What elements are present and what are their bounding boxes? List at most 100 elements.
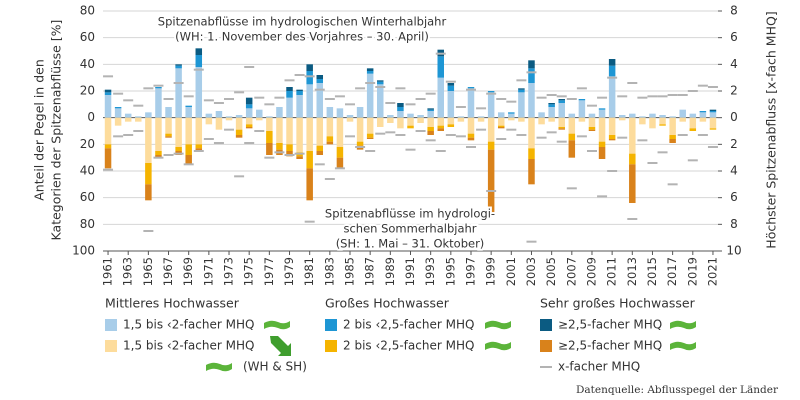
x-tick-label: 1989 — [383, 257, 397, 286]
bar — [598, 141, 606, 147]
bar — [437, 77, 444, 118]
bar — [155, 155, 162, 158]
bar — [518, 117, 525, 122]
bar — [377, 84, 384, 118]
y-tick-label: 20 — [80, 84, 95, 98]
bar — [427, 111, 434, 118]
bar — [296, 91, 303, 95]
bar — [689, 117, 697, 129]
bar — [366, 68, 374, 71]
y2-tick-label: 2 — [730, 137, 738, 151]
bar — [528, 68, 535, 83]
annotation: Spitzenabflüsse im hydrologi- — [325, 207, 495, 221]
bar — [195, 117, 203, 145]
bar — [558, 117, 565, 127]
bar — [709, 109, 717, 111]
bar — [588, 129, 596, 131]
bar — [578, 100, 586, 118]
bar — [175, 65, 182, 69]
bar — [689, 113, 697, 118]
bar — [598, 117, 606, 142]
bar — [467, 87, 475, 89]
bar — [477, 117, 485, 122]
bar — [558, 103, 565, 118]
bar — [175, 117, 182, 147]
x-tick-label: 1975 — [242, 257, 256, 286]
bar — [336, 117, 344, 147]
legend-heading: Mittleres Hochwasser — [105, 296, 240, 311]
y2-tick-label: 8 — [730, 217, 738, 231]
bar — [709, 117, 717, 129]
bar — [124, 117, 132, 122]
legend-swatch — [105, 340, 117, 352]
bar — [205, 117, 213, 125]
bar — [316, 83, 324, 118]
x-tick-label: 2003 — [524, 257, 538, 286]
bar — [397, 103, 404, 107]
bar — [104, 89, 112, 93]
bar — [618, 117, 626, 121]
bar — [407, 117, 414, 126]
bar — [588, 113, 596, 118]
bar — [447, 124, 455, 127]
x-tick-label: 2007 — [564, 257, 578, 286]
bar — [467, 137, 475, 141]
bar — [256, 109, 263, 118]
bar — [366, 71, 374, 74]
bar — [457, 116, 465, 118]
bar — [266, 116, 273, 118]
trend-icon — [485, 320, 511, 330]
bar — [266, 131, 273, 143]
bar — [588, 117, 596, 127]
x-tick-label: 2005 — [544, 257, 558, 286]
annotation: (WH: 1. November des Vorjahres – 30. Apr… — [175, 30, 429, 44]
x-tick-label: 2021 — [705, 257, 719, 286]
bar — [528, 159, 535, 185]
bar — [699, 111, 707, 113]
bar — [326, 107, 334, 118]
trend-icon — [270, 336, 291, 356]
bar — [356, 141, 364, 146]
bar — [508, 113, 515, 118]
bar — [649, 113, 656, 118]
bar — [417, 115, 424, 118]
bar — [135, 117, 142, 122]
trend-icon — [264, 320, 290, 330]
y-tick-label: 80 — [80, 4, 95, 18]
x-tick-label: 1993 — [423, 257, 437, 286]
bar — [568, 133, 576, 141]
bar — [306, 168, 313, 201]
bar — [155, 151, 162, 155]
legend-label: ≥2,5-facher MHQ — [558, 318, 662, 332]
bar — [487, 149, 495, 213]
y-tick-label: 40 — [80, 164, 95, 178]
bar — [165, 117, 172, 134]
bar — [195, 67, 203, 118]
x-tick-label: 1961 — [101, 257, 115, 286]
bar — [377, 117, 384, 127]
bar — [366, 133, 374, 138]
y2-tick-label: 4 — [730, 164, 738, 178]
bar — [326, 136, 334, 142]
y-tick-label: 60 — [80, 30, 95, 44]
bar — [215, 111, 223, 118]
bar — [608, 117, 616, 135]
bar — [336, 147, 344, 158]
bar — [689, 128, 697, 131]
bar — [104, 95, 112, 118]
bar — [608, 135, 616, 139]
bar — [659, 124, 666, 126]
bar — [245, 124, 253, 127]
bar — [437, 128, 444, 131]
bar — [639, 117, 646, 125]
y-tick-label: 100 — [72, 244, 95, 258]
bar — [447, 85, 455, 91]
bar — [427, 117, 434, 127]
bar — [608, 65, 616, 77]
bar — [195, 148, 203, 151]
bar — [538, 117, 545, 125]
bar — [286, 97, 293, 118]
bar — [518, 92, 525, 118]
bar — [669, 117, 676, 135]
y-tick-label: 80 — [80, 217, 95, 231]
